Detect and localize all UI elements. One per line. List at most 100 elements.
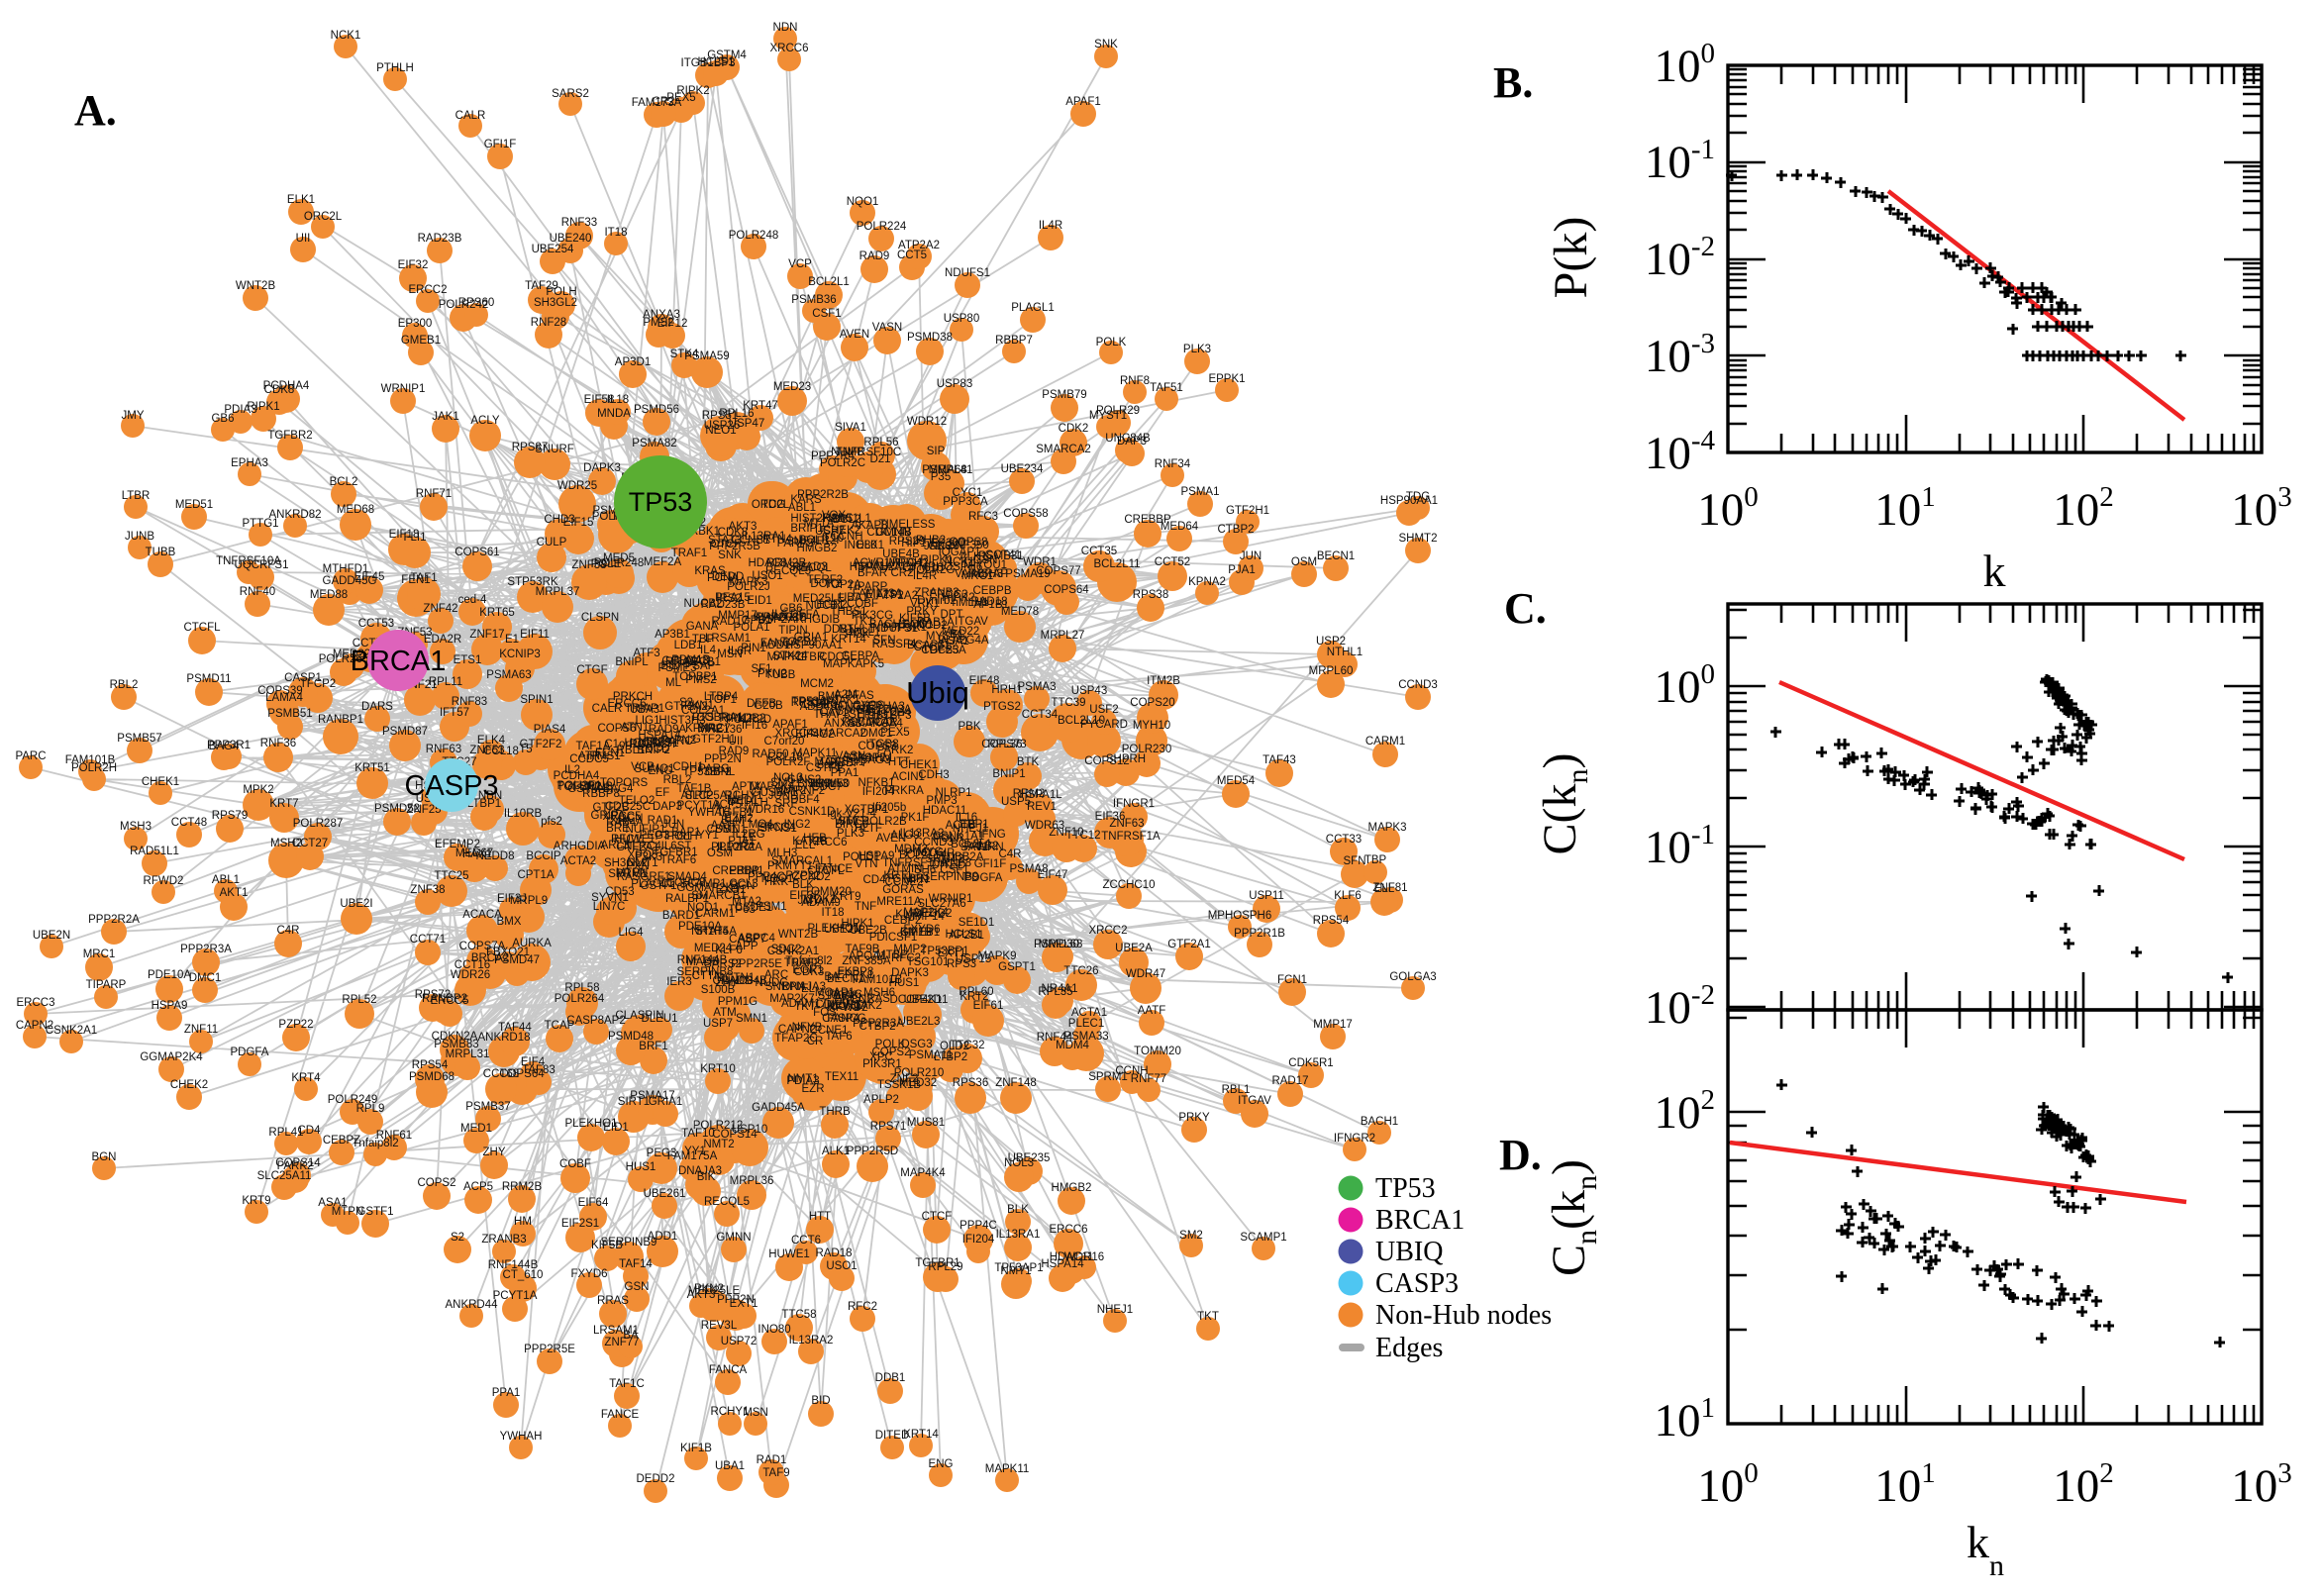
svg-text:POLR248: POLR248 — [729, 230, 779, 242]
svg-text:USP80: USP80 — [944, 313, 979, 325]
svg-text:RAD17: RAD17 — [1271, 1075, 1308, 1087]
svg-text:PTTG1: PTTG1 — [242, 518, 278, 530]
svg-text:BGN: BGN — [731, 880, 756, 892]
svg-text:TUBB: TUBB — [765, 669, 796, 681]
svg-text:GADD45A: GADD45A — [752, 1102, 805, 1114]
svg-text:LTBR: LTBR — [122, 490, 151, 502]
svg-text:EIF2S1: EIF2S1 — [865, 589, 903, 601]
svg-text:RNF33: RNF33 — [561, 217, 597, 229]
svg-text:CREBBP: CREBBP — [1124, 514, 1171, 526]
svg-text:RECQL5: RECQL5 — [765, 565, 811, 577]
svg-text:CDC25C: CDC25C — [605, 801, 651, 813]
svg-text:SNK: SNK — [1094, 39, 1118, 50]
svg-text:RIPK1: RIPK1 — [920, 554, 953, 566]
svg-text:SMARCA2: SMARCA2 — [1036, 444, 1091, 455]
svg-text:PLEC1: PLEC1 — [1068, 1018, 1104, 1030]
svg-text:MED25LE: MED25LE — [793, 593, 846, 605]
svg-text:PRIM1: PRIM1 — [729, 865, 763, 877]
svg-text:CTCF: CTCF — [914, 642, 945, 653]
svg-text:RNF28: RNF28 — [531, 317, 566, 329]
svg-text:TELO2: TELO2 — [619, 795, 655, 807]
svg-text:RPL56: RPL56 — [863, 437, 898, 449]
svg-text:MRC1: MRC1 — [83, 948, 116, 960]
svg-text:SH3GL2: SH3GL2 — [534, 297, 577, 309]
svg-text:CR2: CR2 — [890, 567, 913, 579]
svg-text:CARM1: CARM1 — [1365, 736, 1405, 748]
svg-text:COPS64: COPS64 — [1044, 584, 1089, 596]
svg-text:VCP: VCP — [631, 761, 655, 773]
svg-text:CSNK2A1: CSNK2A1 — [767, 946, 819, 957]
svg-text:RPS36: RPS36 — [953, 1077, 988, 1089]
svg-text:MADD: MADD — [686, 956, 720, 968]
svg-text:PK1F: PK1F — [901, 812, 930, 824]
svg-text:SHMT2: SHMT2 — [1399, 533, 1438, 545]
svg-text:EPPK1: EPPK1 — [1208, 373, 1245, 385]
svg-text:TTC39: TTC39 — [1051, 697, 1085, 709]
svg-text:WRNIP1: WRNIP1 — [929, 893, 973, 905]
svg-text:TNF: TNF — [855, 901, 876, 913]
svg-text:PTHLH: PTHLH — [731, 797, 768, 809]
svg-text:AVEN: AVEN — [876, 833, 906, 845]
svg-text:GPS1: GPS1 — [742, 615, 772, 627]
svg-text:GB6: GB6 — [779, 603, 802, 615]
svg-text:PARC: PARC — [15, 750, 46, 762]
svg-text:KLF4: KLF4 — [895, 909, 923, 921]
svg-text:GANA: GANA — [686, 621, 719, 633]
svg-text:CCT27: CCT27 — [292, 838, 328, 849]
svg-text:RAD1: RAD1 — [757, 1454, 787, 1466]
svg-text:EF: EF — [656, 787, 670, 799]
svg-text:ZNF2: ZNF2 — [890, 1073, 919, 1085]
svg-text:KRT9: KRT9 — [832, 891, 860, 903]
svg-text:BACH1: BACH1 — [1361, 1116, 1398, 1128]
svg-text:CALR: CALR — [455, 110, 486, 122]
svg-text:CR2: CR2 — [652, 96, 674, 108]
svg-text:ELK1: ELK1 — [287, 194, 315, 206]
svg-text:PPP2R1B: PPP2R1B — [1234, 928, 1285, 940]
svg-text:GTF2H1: GTF2H1 — [692, 734, 736, 746]
svg-text:ARHGDIB: ARHGDIB — [788, 614, 841, 626]
svg-text:IT18: IT18 — [821, 907, 844, 919]
svg-text:CT_610: CT_610 — [903, 562, 944, 574]
svg-text:CCND3: CCND3 — [914, 837, 954, 848]
svg-text:IL13RA2: IL13RA2 — [789, 1335, 834, 1347]
svg-text:RPS72: RPS72 — [415, 989, 451, 1001]
svg-text:COPS2: COPS2 — [872, 1047, 911, 1058]
svg-text:SMARCAL1: SMARCAL1 — [771, 855, 833, 867]
svg-text:MAPK3: MAPK3 — [730, 576, 768, 588]
svg-text:IL2: IL2 — [564, 764, 580, 776]
svg-text:REV3L: REV3L — [827, 1000, 863, 1012]
svg-text:GSTF1: GSTF1 — [640, 880, 676, 892]
svg-text:DBNL: DBNL — [705, 766, 736, 778]
svg-text:IFT57: IFT57 — [440, 707, 469, 719]
svg-text:GMEB1: GMEB1 — [900, 927, 940, 939]
svg-text:HDAC11: HDAC11 — [1050, 1251, 1094, 1263]
svg-text:KRT65: KRT65 — [479, 607, 515, 619]
svg-text:MAP4K4: MAP4K4 — [900, 1167, 946, 1179]
svg-text:BLK: BLK — [792, 879, 814, 891]
svg-text:PPP3R1: PPP3R1 — [883, 622, 927, 634]
svg-text:RAD23B: RAD23B — [701, 599, 746, 611]
svg-text:ATP2A2: ATP2A2 — [898, 240, 940, 251]
svg-text:WNT2B: WNT2B — [236, 280, 276, 292]
svg-text:COPS58: COPS58 — [1003, 508, 1048, 520]
svg-text:H2AFY: H2AFY — [879, 561, 916, 573]
svg-text:KARS: KARS — [790, 494, 822, 506]
svg-text:ADAM17: ADAM17 — [781, 998, 827, 1010]
svg-text:SF1: SF1 — [751, 663, 771, 675]
svg-text:D.: D. — [1499, 1131, 1542, 1179]
svg-text:COPS7A: COPS7A — [459, 941, 506, 952]
svg-text:TERF2: TERF2 — [807, 574, 843, 586]
svg-text:EIF61: EIF61 — [973, 1000, 1004, 1012]
svg-text:PSMD30: PSMD30 — [1034, 939, 1079, 950]
svg-text:Edges: Edges — [1375, 1333, 1443, 1363]
svg-text:RPL35: RPL35 — [1038, 986, 1072, 998]
svg-text:UNC84B: UNC84B — [1105, 433, 1151, 445]
svg-text:PPP2R3A: PPP2R3A — [180, 944, 232, 955]
svg-text:TAF9: TAF9 — [762, 1467, 789, 1479]
svg-text:YWHAH: YWHAH — [688, 807, 731, 819]
svg-text:KAT2B: KAT2B — [792, 836, 828, 848]
svg-text:PDGFA: PDGFA — [231, 1047, 269, 1058]
svg-text:RAD51L1: RAD51L1 — [130, 846, 179, 857]
svg-text:PJA1: PJA1 — [728, 836, 756, 848]
svg-text:TP53: TP53 — [629, 487, 693, 517]
